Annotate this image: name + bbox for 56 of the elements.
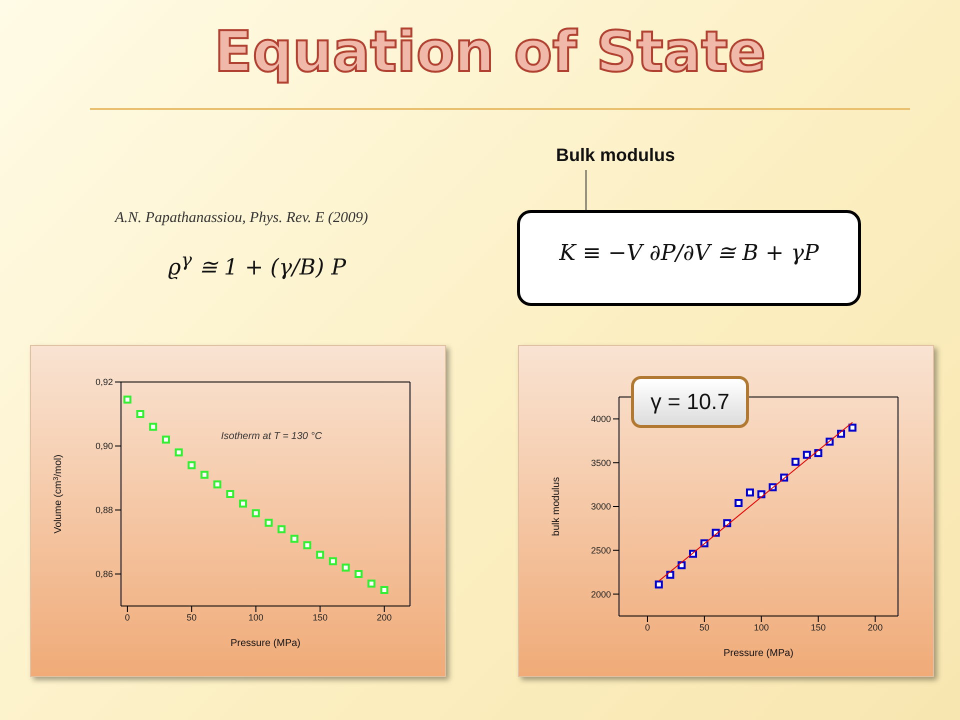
x-tick-label: 150: [312, 612, 328, 622]
point: [328, 557, 337, 566]
x-axis-title: Pressure (MPa): [230, 638, 301, 649]
text: Bulk modulus: [556, 145, 676, 166]
point: [367, 580, 376, 588]
y-tick-label: 2000: [590, 589, 611, 600]
point: [278, 525, 286, 534]
x-tick-label: 100: [754, 622, 769, 632]
point: [316, 550, 324, 559]
x-tick-label: 200: [376, 612, 392, 622]
x-tick-label: 50: [699, 622, 710, 632]
x-tick-label: 200: [868, 622, 883, 632]
text: K ≡ −V ∂P/∂V ≅ B + γP: [558, 240, 820, 266]
point: [848, 424, 856, 432]
y-tick-label: 0,86: [95, 569, 113, 580]
text: ϱ$^{γ}$ ≅ 1 + (γ/B) P: [168, 250, 346, 280]
point: [136, 410, 144, 418]
point: [226, 490, 234, 498]
point: [654, 580, 663, 588]
x-axis-title: Pressure (MPa): [723, 648, 794, 659]
y-tick-label: 2500: [590, 545, 611, 556]
x-tick-label: 100: [248, 612, 264, 622]
point: [174, 448, 183, 456]
y-tick-label: 3500: [590, 458, 611, 468]
point: [252, 509, 260, 518]
point: [792, 458, 800, 466]
point: [264, 518, 273, 527]
point: [342, 564, 350, 572]
y-tick-label: 0,88: [95, 505, 113, 516]
point: [290, 534, 298, 543]
point: [162, 436, 170, 444]
text: Equation of State: [213, 20, 767, 85]
point: [213, 480, 222, 488]
y-tick-label: 3000: [590, 502, 611, 512]
point: [123, 396, 132, 404]
point: [149, 422, 158, 431]
annotation: γ = 10.7: [631, 376, 749, 428]
y-tick-label: 0,92: [95, 377, 113, 388]
x-tick-label: 150: [810, 622, 826, 632]
x-tick-label: 0: [124, 612, 130, 622]
annotation: Isotherm at T = 130 °C: [221, 431, 322, 442]
point: [188, 461, 196, 470]
point: [303, 541, 312, 550]
point: [746, 488, 754, 496]
x-tick-label: 50: [186, 612, 197, 622]
point: [354, 570, 363, 578]
y-tick-label: 4000: [590, 414, 611, 424]
point: [239, 500, 248, 508]
text: A.N. Papathanassiou, Phys. Rev. E (2009): [115, 210, 368, 227]
x-tick-label: 0: [644, 622, 650, 632]
point: [802, 450, 811, 459]
point: [380, 586, 388, 594]
point: [734, 498, 743, 507]
point: [200, 470, 208, 479]
y-axis-title: bulk modulus: [551, 477, 562, 536]
y-tick-label: 0,90: [95, 441, 113, 452]
